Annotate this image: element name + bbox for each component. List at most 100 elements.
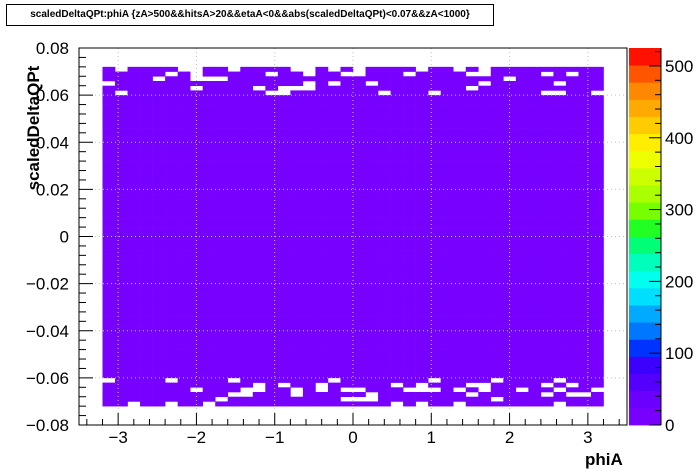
heatmap-cell xyxy=(540,278,554,284)
heatmap-cell xyxy=(440,85,454,91)
heatmap-cell xyxy=(227,396,241,402)
heatmap-cell xyxy=(127,349,141,355)
heatmap-cell xyxy=(503,189,517,195)
heatmap-cell xyxy=(240,288,254,294)
heatmap-cell xyxy=(302,137,316,143)
heatmap-cell xyxy=(453,340,467,346)
heatmap-cell xyxy=(202,340,216,346)
heatmap-cell xyxy=(503,231,517,237)
heatmap-cell xyxy=(515,189,529,195)
heatmap-cell xyxy=(428,118,441,124)
chart-title: scaledDeltaQPt:phiA {zA>500&&hitsA>20&&e… xyxy=(30,9,470,20)
heatmap-cell xyxy=(465,222,479,228)
heatmap-cell xyxy=(353,80,366,86)
heatmap-cell xyxy=(478,335,492,341)
heatmap-cell xyxy=(490,373,504,379)
heatmap-cell xyxy=(227,179,241,185)
heatmap-cell xyxy=(102,227,116,233)
heatmap-cell xyxy=(540,179,554,185)
heatmap-cell xyxy=(277,170,291,176)
heatmap-cell xyxy=(252,335,266,341)
heatmap-cell xyxy=(428,66,441,72)
heatmap-cell xyxy=(478,260,492,266)
heatmap-cell xyxy=(265,359,279,365)
heatmap-cell xyxy=(152,260,166,266)
heatmap-cell xyxy=(353,311,366,317)
heatmap-cell xyxy=(277,198,291,204)
heatmap-cell xyxy=(365,236,379,242)
heatmap-cell xyxy=(202,236,216,242)
heatmap-cell xyxy=(365,99,379,105)
heatmap-cell xyxy=(327,274,341,280)
heatmap-cell xyxy=(240,302,254,308)
heatmap-cell xyxy=(528,354,542,360)
heatmap-cell xyxy=(440,142,454,148)
heatmap-cell xyxy=(240,241,254,247)
heatmap-cell xyxy=(503,156,517,162)
heatmap-cell xyxy=(540,76,554,82)
heatmap-cell xyxy=(378,128,391,134)
heatmap-cell xyxy=(227,401,241,407)
heatmap-cell xyxy=(240,401,254,407)
heatmap-cell xyxy=(215,368,229,374)
heatmap-cell xyxy=(428,241,441,247)
heatmap-cell xyxy=(265,269,279,275)
heatmap-cell xyxy=(277,194,291,200)
heatmap-cell xyxy=(515,142,529,148)
heatmap-cell xyxy=(277,212,291,218)
heatmap-cell xyxy=(115,194,128,200)
heatmap-cell xyxy=(590,401,604,407)
heatmap-cell xyxy=(440,274,454,280)
heatmap-cell xyxy=(152,330,166,336)
heatmap-cell xyxy=(327,165,341,171)
heatmap-cell xyxy=(453,104,467,110)
heatmap-cell xyxy=(390,85,404,91)
heatmap-cell xyxy=(327,227,341,233)
heatmap-cell xyxy=(590,354,604,360)
heatmap-cell xyxy=(428,194,441,200)
palette-swatch xyxy=(629,82,661,100)
heatmap-cell xyxy=(440,113,454,119)
heatmap-cells xyxy=(102,66,604,407)
heatmap-cell xyxy=(240,359,254,365)
heatmap-cell xyxy=(378,377,391,383)
heatmap-cell xyxy=(102,137,116,143)
heatmap-cell xyxy=(202,227,216,233)
heatmap-cell xyxy=(152,222,166,228)
heatmap-cell xyxy=(327,203,341,209)
heatmap-cell xyxy=(165,198,178,204)
heatmap-cell xyxy=(528,179,542,185)
heatmap-cell xyxy=(565,387,579,393)
heatmap-cell xyxy=(302,189,316,195)
heatmap-cell xyxy=(578,109,592,115)
heatmap-cell xyxy=(390,354,404,360)
heatmap-cell xyxy=(227,340,241,346)
heatmap-cell xyxy=(540,316,554,322)
heatmap-cell xyxy=(302,288,316,294)
heatmap-cell xyxy=(165,274,178,280)
heatmap-cell xyxy=(115,278,128,284)
heatmap-cell xyxy=(503,363,517,369)
heatmap-cell xyxy=(302,307,316,313)
heatmap-cell xyxy=(540,212,554,218)
heatmap-cell xyxy=(478,104,492,110)
heatmap-cell xyxy=(428,260,441,266)
heatmap-cell xyxy=(315,194,329,200)
heatmap-cell xyxy=(202,250,216,256)
heatmap-cell xyxy=(515,293,529,299)
heatmap-cell xyxy=(302,142,316,148)
heatmap-cell xyxy=(327,99,341,105)
heatmap-cell xyxy=(315,330,329,336)
heatmap-cell xyxy=(315,109,329,115)
heatmap-cell xyxy=(365,260,379,266)
heatmap-cell xyxy=(227,283,241,289)
heatmap-cell xyxy=(428,104,441,110)
heatmap-cell xyxy=(290,146,304,152)
heatmap-cell xyxy=(327,368,341,374)
heatmap-cell xyxy=(215,335,229,341)
y-tick-label: 0.04 xyxy=(36,133,69,152)
heatmap-cell xyxy=(177,382,191,388)
heatmap-cell xyxy=(503,109,517,115)
heatmap-cell xyxy=(290,368,304,374)
heatmap-cell xyxy=(440,363,454,369)
